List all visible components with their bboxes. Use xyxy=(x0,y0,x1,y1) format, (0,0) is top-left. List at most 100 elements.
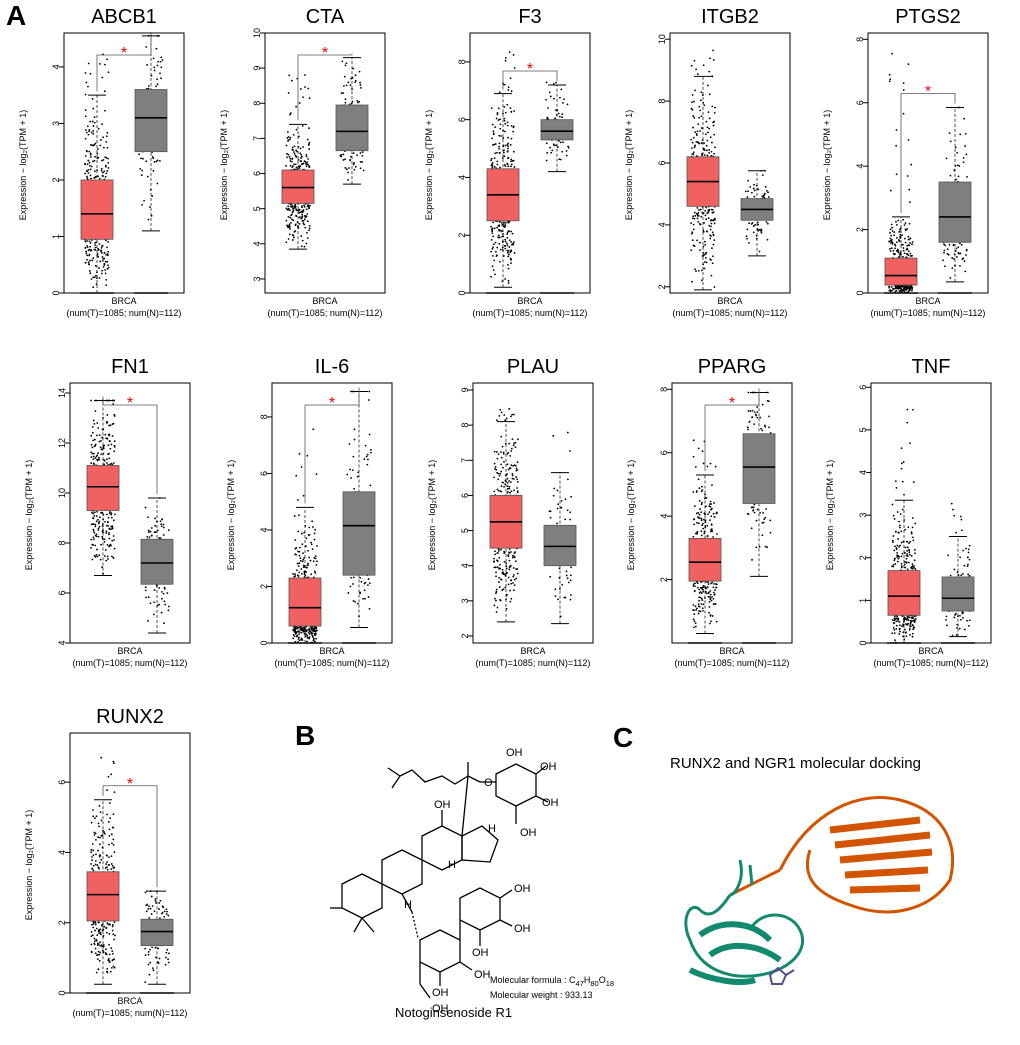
data-point xyxy=(753,504,755,506)
data-point xyxy=(705,214,707,216)
data-point xyxy=(96,454,98,456)
data-point xyxy=(299,626,301,628)
data-point xyxy=(508,157,510,159)
data-point xyxy=(693,604,695,606)
data-point xyxy=(308,144,310,146)
data-point xyxy=(108,167,110,169)
data-point xyxy=(751,410,753,412)
data-point xyxy=(500,600,502,602)
data-point xyxy=(508,230,510,232)
data-point xyxy=(701,279,703,281)
data-point xyxy=(161,518,163,520)
data-point xyxy=(703,64,705,66)
data-point xyxy=(113,462,115,464)
data-point xyxy=(693,618,695,620)
data-point xyxy=(506,478,508,480)
data-point xyxy=(164,587,166,589)
data-point xyxy=(957,164,959,166)
data-point xyxy=(565,498,567,500)
data-point xyxy=(93,453,95,455)
data-point xyxy=(508,486,510,488)
data-point xyxy=(494,451,496,453)
data-point xyxy=(712,615,714,617)
data-point xyxy=(304,633,306,635)
data-point xyxy=(512,438,514,440)
data-point xyxy=(306,232,308,234)
y-tick-label: 7 xyxy=(252,136,262,141)
data-point xyxy=(702,586,704,588)
data-point xyxy=(696,491,698,493)
data-point xyxy=(163,593,165,595)
data-point xyxy=(890,190,892,192)
data-point xyxy=(493,243,495,245)
data-point xyxy=(107,556,109,558)
data-point xyxy=(510,481,512,483)
data-point xyxy=(142,158,144,160)
normal-box xyxy=(541,120,573,140)
data-point xyxy=(300,218,302,220)
data-point xyxy=(492,222,494,224)
data-point xyxy=(156,78,158,80)
data-point xyxy=(498,108,500,110)
data-point xyxy=(711,151,713,153)
data-point xyxy=(307,88,309,90)
data-point xyxy=(908,63,910,65)
data-point xyxy=(708,612,710,614)
data-point xyxy=(494,227,496,229)
data-point xyxy=(496,451,498,453)
data-point xyxy=(107,251,109,253)
data-point xyxy=(292,239,294,241)
data-point xyxy=(108,457,110,459)
data-point xyxy=(110,424,112,426)
data-point xyxy=(105,272,107,274)
data-point xyxy=(697,214,699,216)
data-point xyxy=(563,98,565,100)
data-point xyxy=(106,421,108,423)
data-point xyxy=(304,246,306,248)
data-point xyxy=(754,190,756,192)
data-point xyxy=(88,261,90,263)
data-point xyxy=(706,525,708,527)
data-point xyxy=(943,250,945,252)
data-point xyxy=(299,102,301,104)
data-point xyxy=(99,434,101,436)
data-point xyxy=(300,628,302,630)
data-point xyxy=(756,411,758,413)
data-point xyxy=(349,443,351,445)
y-tick-label: 5 xyxy=(252,206,262,211)
data-point xyxy=(499,473,501,475)
y-tick-label: 2 xyxy=(659,577,669,582)
data-point xyxy=(496,552,498,554)
data-point xyxy=(514,584,516,586)
data-point xyxy=(706,261,708,263)
data-point xyxy=(559,116,561,118)
data-point xyxy=(509,239,511,241)
data-point xyxy=(699,249,701,251)
data-point xyxy=(88,172,90,174)
data-point xyxy=(89,240,91,242)
data-point xyxy=(287,140,289,142)
data-point xyxy=(747,196,749,198)
data-point xyxy=(301,216,303,218)
data-point xyxy=(710,509,712,511)
data-point xyxy=(106,135,108,137)
data-point xyxy=(953,258,955,260)
data-point xyxy=(112,400,114,402)
data-point xyxy=(367,459,369,461)
data-point xyxy=(368,596,370,598)
data-point xyxy=(691,231,693,233)
data-point xyxy=(958,253,960,255)
data-point xyxy=(343,85,345,87)
data-point xyxy=(896,285,898,287)
data-point xyxy=(359,577,361,579)
data-point xyxy=(302,146,304,148)
data-point xyxy=(295,632,297,634)
data-point xyxy=(692,536,694,538)
data-point xyxy=(550,510,552,512)
data-point xyxy=(299,639,301,641)
data-point xyxy=(492,265,494,267)
data-point xyxy=(700,530,702,532)
y-tick-label: 9 xyxy=(460,388,470,393)
data-point xyxy=(309,97,311,99)
